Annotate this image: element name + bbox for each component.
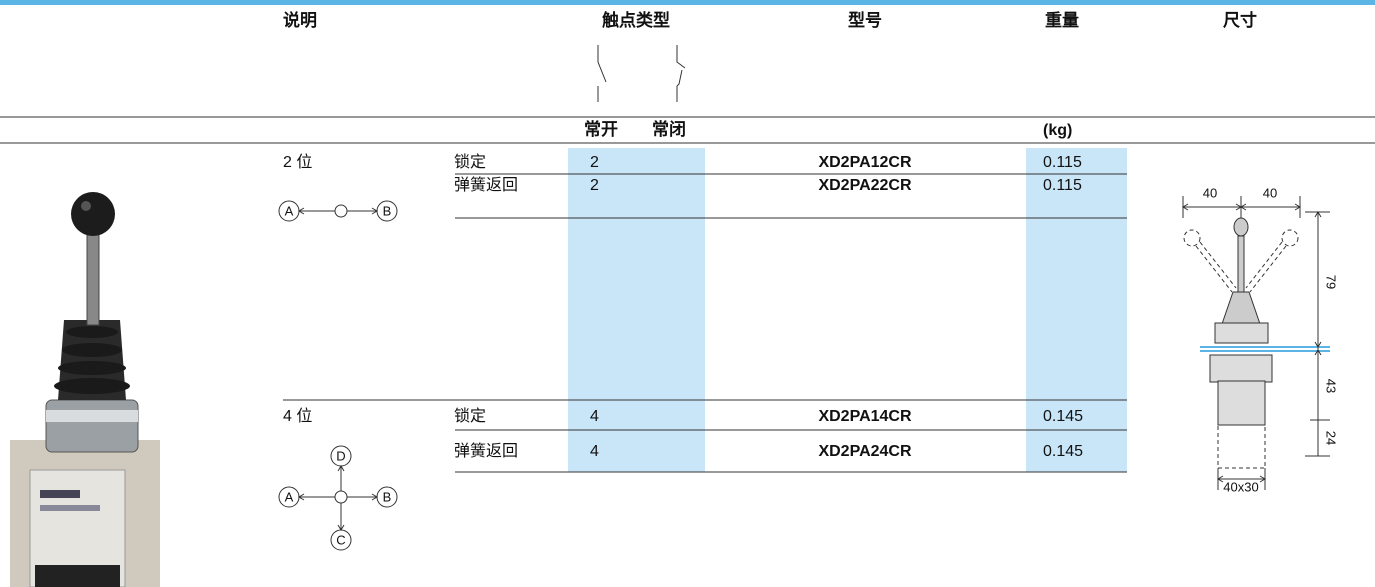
- header-cell: 重量: [1045, 10, 1079, 30]
- top-bar: [0, 0, 1375, 5]
- diagram-label: B: [383, 203, 392, 218]
- dimension-label: 43: [1324, 379, 1339, 393]
- diagram-label: C: [336, 532, 345, 547]
- model: XD2PA24CR: [818, 443, 912, 460]
- header-cell: 触点类型: [601, 10, 670, 30]
- weight-column: [1026, 148, 1127, 472]
- contact-symbols: [597, 45, 686, 102]
- weight: 0.145: [1043, 408, 1083, 425]
- model: XD2PA22CR: [818, 177, 912, 194]
- model: XD2PA12CR: [818, 154, 912, 171]
- dimension-label: 24: [1324, 431, 1339, 445]
- contact-column: [568, 148, 705, 472]
- position: 4 位: [283, 407, 312, 425]
- contacts: 4: [590, 408, 599, 425]
- diagram-label: A: [285, 203, 294, 218]
- header-cell: 尺寸: [1223, 10, 1257, 30]
- dimension-label: 40: [1263, 185, 1277, 200]
- position: 2 位: [283, 153, 312, 171]
- diagram-label: A: [285, 489, 294, 504]
- action: 弹簧返回: [454, 175, 518, 194]
- contact-type: 常开: [584, 119, 618, 139]
- action: 锁定: [454, 153, 486, 171]
- contacts: 2: [590, 154, 599, 171]
- dimension-drawing: [1182, 196, 1330, 490]
- dimension-label: 40: [1203, 185, 1217, 200]
- header-cell: 说明: [283, 10, 317, 30]
- weight: 0.115: [1043, 177, 1082, 194]
- action: 锁定: [454, 407, 486, 425]
- contact-type: 常闭: [652, 119, 686, 139]
- model: XD2PA14CR: [818, 408, 912, 425]
- diagram-label: D: [336, 448, 345, 463]
- dimension-label: 40x30: [1223, 479, 1258, 494]
- dimension-label: 79: [1324, 275, 1339, 289]
- product-photo: [10, 192, 160, 587]
- contacts: 4: [590, 443, 599, 460]
- contacts: 2: [590, 177, 599, 194]
- diagram-label: B: [383, 489, 392, 504]
- weight: 0.115: [1043, 154, 1082, 171]
- weight-unit: (kg): [1043, 122, 1072, 139]
- weight: 0.145: [1043, 443, 1083, 460]
- header-cell: 型号: [848, 10, 882, 30]
- action: 弹簧返回: [454, 441, 518, 460]
- position-diagram: [278, 445, 398, 551]
- position-diagram: [278, 200, 398, 222]
